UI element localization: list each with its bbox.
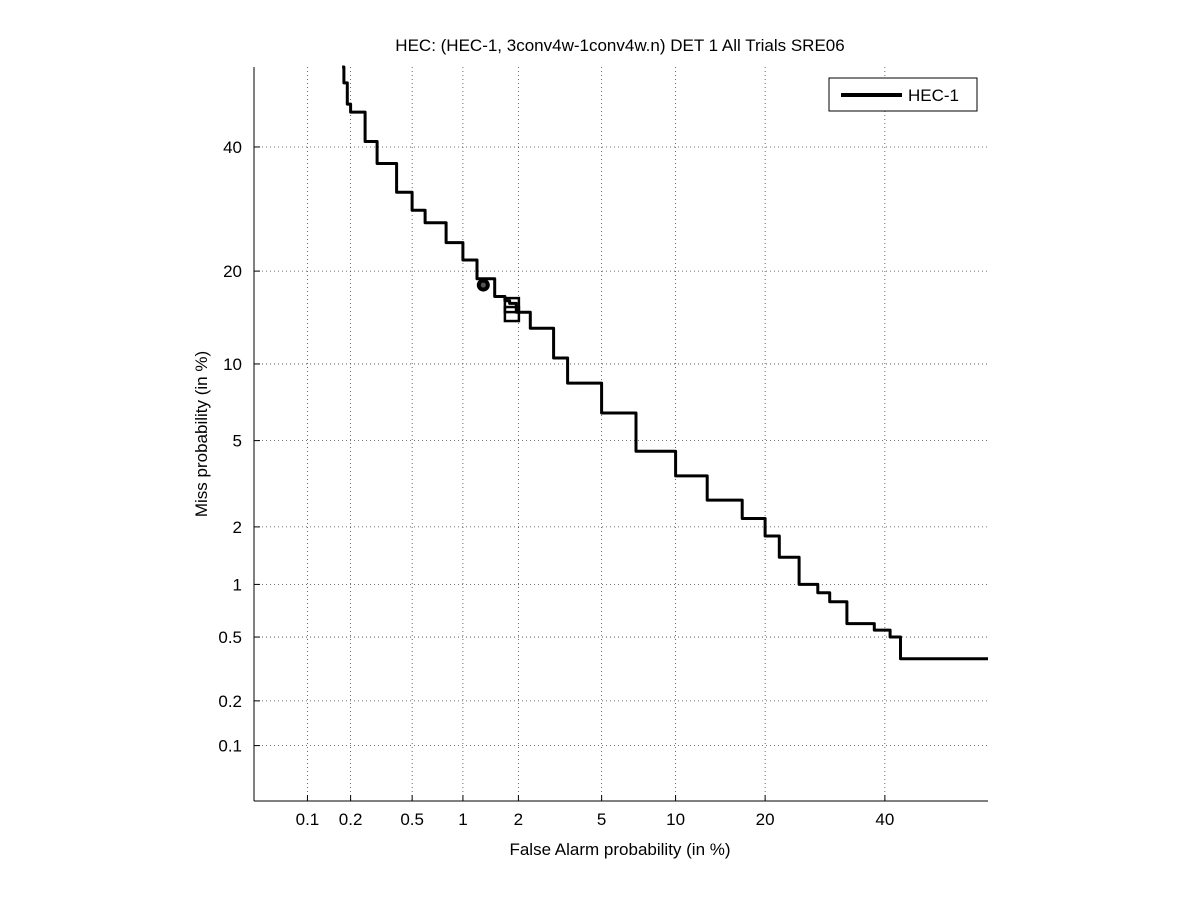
x-tick-label: 40 [875,810,894,829]
y-tick-label: 0.2 [218,692,242,711]
series-line-hec-1 [342,65,988,661]
y-tick-label: 0.1 [218,737,242,756]
y-tick-label: 10 [223,355,242,374]
min-dcf-circle-marker-center [480,282,486,288]
x-tick-label: 5 [597,810,606,829]
legend-label-hec-1: HEC-1 [908,86,959,105]
x-tick-label: 1 [458,810,467,829]
y-axis-label: Miss probability (in %) [192,351,211,517]
y-tick-label: 5 [233,432,242,451]
x-tick-label: 0.5 [400,810,424,829]
x-axis-label: False Alarm probability (in %) [509,840,730,859]
series-layer [342,65,988,661]
actual-dcf-square-marker [503,305,521,323]
x-tick-label: 20 [756,810,775,829]
y-tick-label: 1 [233,575,242,594]
y-tick-label: 0.5 [218,628,242,647]
x-tick-label: 2 [514,810,523,829]
x-tick-label: 10 [666,810,685,829]
legend: HEC-1 [828,77,978,112]
tick-labels: 0.1 0.2 0.5 1 2 5 10 20 40 0.1 0.2 0.5 1 2 5 10 20 40 [218,138,894,829]
y-tick-label: 20 [223,262,242,281]
x-tick-label: 0.2 [339,810,363,829]
x-tick-label: 0.1 [296,810,320,829]
actual-dcf-square-marker [503,296,521,314]
chart-title: HEC: (HEC-1, 3conv4w-1conv4w.n) DET 1 Al… [395,36,844,55]
y-tick-label: 2 [233,518,242,537]
marker-layer [476,278,521,323]
y-tick-label: 40 [223,138,242,157]
